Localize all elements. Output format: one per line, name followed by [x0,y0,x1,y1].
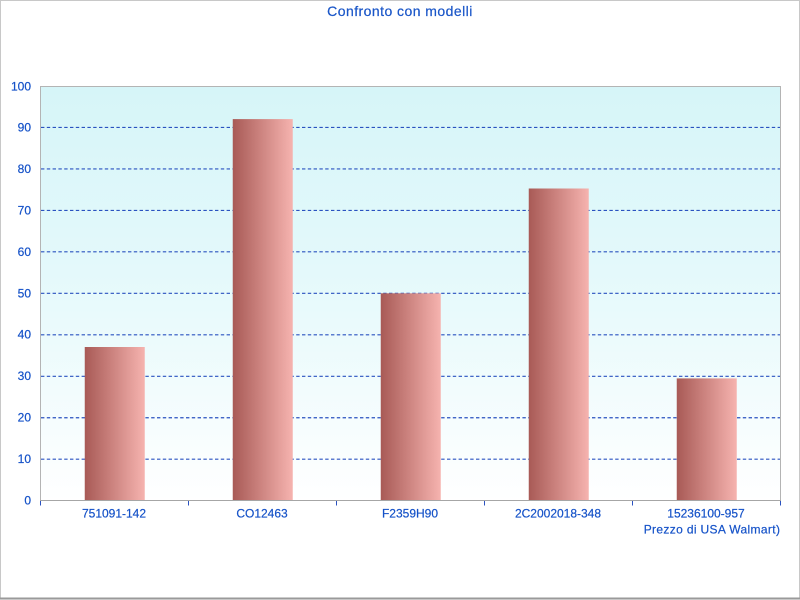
svg-text:751091-142: 751091-142 [82,507,146,521]
svg-text:2C2002018-348: 2C2002018-348 [515,507,601,521]
svg-text:0: 0 [24,493,31,507]
svg-text:20: 20 [18,411,32,425]
svg-text:Confronto con modelli: Confronto con modelli [327,3,473,19]
svg-text:15236100-957: 15236100-957 [667,507,745,521]
svg-text:50: 50 [18,286,32,300]
svg-text:30: 30 [18,369,32,383]
svg-text:Prezzo di USA Walmart): Prezzo di USA Walmart) [644,523,781,537]
svg-text:100: 100 [11,79,31,93]
svg-text:40: 40 [18,328,32,342]
svg-text:80: 80 [18,162,32,176]
svg-text:70: 70 [18,204,32,218]
svg-text:90: 90 [18,121,32,135]
svg-text:60: 60 [18,245,32,259]
svg-text:10: 10 [18,452,32,466]
svg-text:CO12463: CO12463 [236,507,288,521]
svg-text:F2359H90: F2359H90 [382,507,438,521]
